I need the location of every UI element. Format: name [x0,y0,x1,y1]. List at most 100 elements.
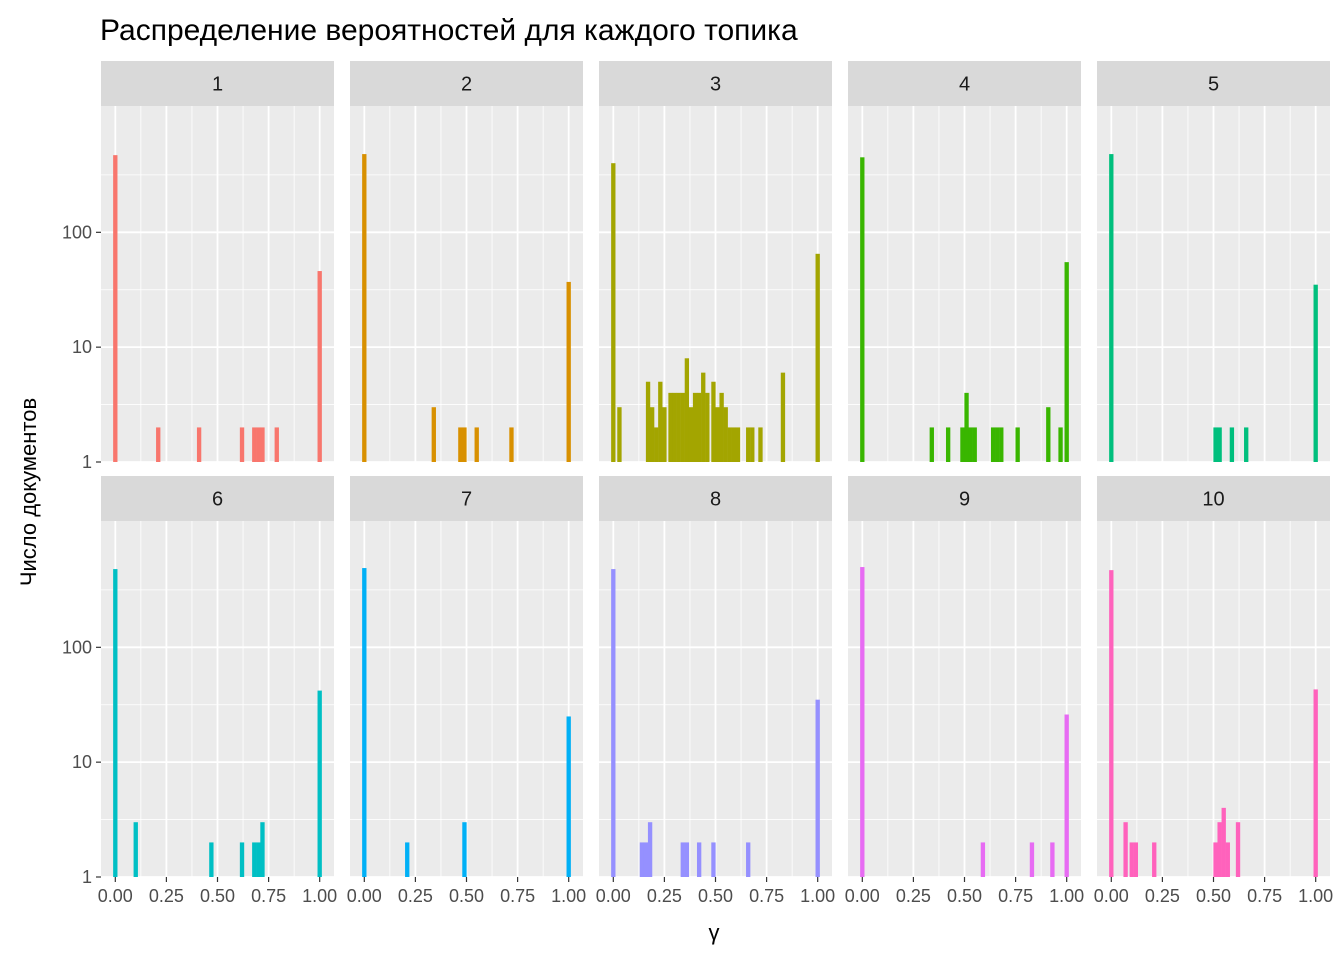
histogram-bar [723,407,728,462]
histogram-bar [727,427,732,462]
histogram-bar [680,392,685,462]
histogram-bar [462,427,467,462]
facet-panels: 1 2 3 4 5 6 7 8 9 10 [101,61,1330,878]
histogram-bar [746,842,751,877]
facet-strip-label: 3 [710,74,721,96]
histogram-bar [758,427,763,462]
facet-strip-label: 10 [1202,489,1224,511]
x-tick-label: 1.00 [1049,886,1084,906]
histogram-bar [964,392,969,462]
histogram-bar [133,822,138,877]
histogram-bar [113,155,118,463]
histogram-bar [1109,154,1114,462]
histogram-bar [711,842,716,877]
histogram-bar [256,427,261,462]
facet-panel-10: 10 [1097,476,1330,878]
x-tick-label: 0.50 [200,886,235,906]
histogram-bar [1064,714,1069,877]
histogram-bar [649,407,655,462]
x-tick-label: 1.00 [302,886,337,906]
facet-strip [848,476,1081,521]
facet-strip [1097,61,1330,106]
histogram-bar [705,392,710,462]
histogram-bar [113,569,118,877]
histogram-bar [1058,427,1063,462]
x-tick-label: 0.75 [500,886,535,906]
facet-panel-2: 2 [350,61,583,463]
histogram-bar [256,842,261,877]
y-tick-label: 100 [62,222,92,242]
x-tick-label: 0.25 [398,886,433,906]
histogram-bar [639,842,645,877]
facet-strip [350,476,583,521]
x-tick-label: 0.25 [896,886,931,906]
histogram-bar [995,427,1000,462]
histogram-bar [929,427,934,462]
x-tick-label: 0.75 [1247,886,1282,906]
histogram-bar [990,427,996,462]
y-tick-label: 10 [72,337,92,357]
histogram-bar [156,427,161,462]
histogram-bar [692,392,698,462]
histogram-bar [474,427,479,462]
histogram-bar [643,842,649,877]
histogram-bar [662,407,667,462]
y-axis-ticks: 1 10 100 1 10 100 [62,222,101,887]
histogram-bar [274,427,279,462]
histogram-bar [1109,570,1114,877]
histogram-bar [260,822,265,877]
facet-strip [1097,476,1330,521]
histogram-bar [645,381,651,462]
facet-panel-5: 5 [1097,61,1330,463]
facet-strip [599,476,832,521]
histogram-bar [252,427,257,462]
histogram-bar [1244,427,1249,462]
facet-strip [101,61,334,106]
x-tick-label: 0.50 [698,886,733,906]
facet-panel-9: 9 [848,476,1081,878]
histogram-bar [1225,842,1230,877]
facet-strip-label: 8 [710,489,721,511]
facet-strip-label: 1 [212,74,223,96]
y-tick-label: 10 [72,752,92,772]
histogram-bar [731,427,737,462]
histogram-bar [647,822,653,877]
facet-strip [848,61,1081,106]
x-axis-ticks: 0.00 0.25 0.50 0.75 1.00 0.00 0.25 0.50 0.75 1.00… [98,877,1333,906]
histogram-bar [1229,427,1235,462]
histogram-bar [611,569,616,877]
histogram-bar [239,427,245,462]
x-tick-label: 0.75 [749,886,784,906]
histogram-bar [462,822,467,877]
histogram-bar [750,427,755,462]
histogram-bar [719,392,724,462]
facet-strip [350,61,583,106]
histogram-bar [317,690,322,877]
histogram-bar [362,154,367,462]
histogram-bar [746,427,751,462]
x-tick-label: 0.25 [149,886,184,906]
histogram-bar [735,427,741,462]
histogram-bar [1213,427,1218,462]
histogram-bar [672,392,677,462]
x-tick-label: 1.00 [800,886,835,906]
histogram-bar [1050,842,1055,877]
y-tick-label: 1 [82,452,92,472]
x-tick-label: 0.50 [449,886,484,906]
facet-strip [101,476,334,521]
x-tick-label: 0.25 [647,886,682,906]
histogram-bar [1213,842,1218,877]
histogram-bar [1029,842,1035,877]
histogram-bar [1129,842,1134,877]
facet-panel-1: 1 [101,61,334,463]
histogram-bar [1217,427,1222,462]
y-tick-label: 100 [62,637,92,657]
histogram-bar [701,372,706,462]
histogram-bar [458,427,463,462]
histogram-bar [684,358,690,462]
histogram-bar [1313,689,1318,877]
facet-strip [599,61,832,106]
histogram-bar [1217,822,1222,877]
chart-title: Распределение вероятностей для каждого т… [100,14,798,47]
